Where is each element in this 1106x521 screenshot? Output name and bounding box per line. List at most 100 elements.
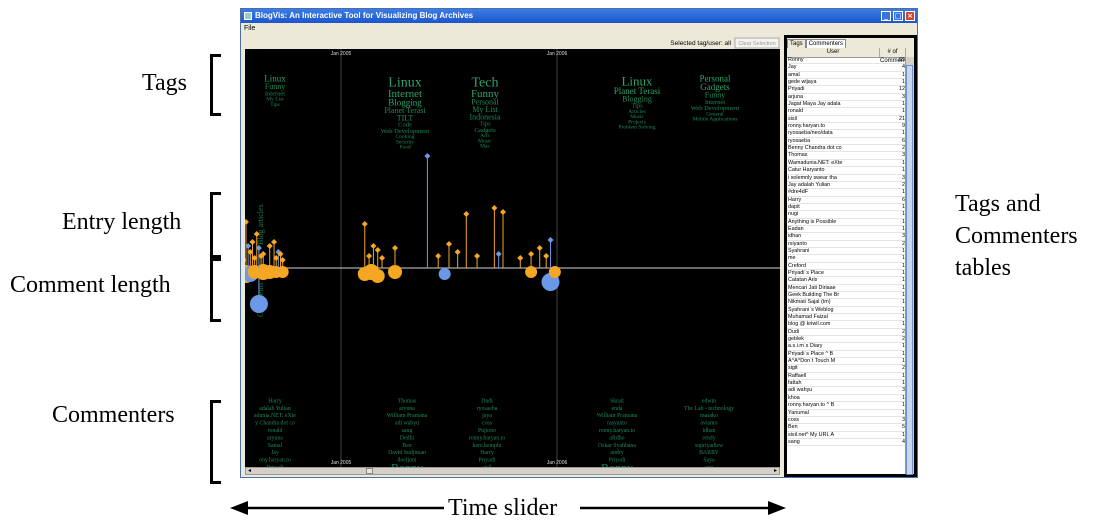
commenter-name[interactable]: William Pramana xyxy=(387,413,428,419)
table-row[interactable]: Creford 1 xyxy=(787,263,906,270)
menu-file[interactable]: File xyxy=(244,25,256,32)
comment-bubble[interactable] xyxy=(370,269,385,283)
tag-word[interactable]: Planet Terasi xyxy=(384,106,426,115)
table-row[interactable]: dapit 1 xyxy=(787,204,906,212)
table-row[interactable]: Priyadi`s Place ^ B 1 xyxy=(787,351,906,359)
article-marker[interactable] xyxy=(277,251,284,257)
commenter-name[interactable]: Oskar Syahbana xyxy=(598,443,636,449)
commenter-name[interactable]: masako xyxy=(700,413,718,419)
table-row[interactable]: me 1 xyxy=(787,255,906,263)
timeline-visualization[interactable]: Selected tag/user: all Clear Selection J… xyxy=(245,35,780,467)
commenter-name[interactable]: enda xyxy=(612,406,623,412)
article-marker[interactable] xyxy=(528,251,535,257)
article-marker[interactable] xyxy=(255,245,262,251)
table-row[interactable]: Syahrani`s Weblog 1 xyxy=(787,307,906,315)
commenter-name[interactable]: rasyanto xyxy=(607,421,627,427)
article-marker[interactable] xyxy=(435,253,442,259)
tag-word[interactable]: Blogging xyxy=(622,95,652,104)
table-row[interactable]: Mencari Jati Diriaae 1 xyxy=(787,285,906,292)
commenter-name[interactable]: Dudi xyxy=(481,398,493,404)
table-row[interactable]: ronald 1 xyxy=(787,108,906,116)
table-row[interactable]: Jay adalah Yulian 2 xyxy=(787,182,906,190)
comment-bubble[interactable] xyxy=(249,295,268,313)
table-row[interactable]: idhan 3 xyxy=(787,233,906,241)
tag-word[interactable]: Personal xyxy=(471,97,499,106)
scroll-right-icon[interactable]: ▸ xyxy=(773,468,777,474)
table-row[interactable]: blog @ kriwil.com 1 xyxy=(787,321,906,329)
tag-word[interactable]: Cooking xyxy=(396,134,415,140)
article-marker[interactable] xyxy=(474,253,481,259)
commenter-name[interactable]: adalah Yulian xyxy=(259,406,291,412)
tag-word[interactable]: Indonesia xyxy=(469,113,501,122)
table-row[interactable]: Harry 6 xyxy=(787,197,906,204)
commenter-name[interactable]: sang xyxy=(402,428,413,434)
tag-word[interactable]: Music xyxy=(478,138,492,144)
tag-word[interactable]: Gadgets xyxy=(474,127,496,134)
tag-word[interactable]: Mobile Applications xyxy=(692,117,737,123)
tag-word[interactable]: Linux xyxy=(388,75,421,90)
tag-word[interactable]: Web Development xyxy=(691,105,740,112)
clear-selection-button[interactable] xyxy=(734,37,780,49)
column-header-comments[interactable]: # of Comments xyxy=(880,48,910,64)
commenter-name[interactable]: Priyadi xyxy=(609,458,626,464)
commenter-name[interactable]: ony.haryan.to xyxy=(259,458,291,464)
commenter-name[interactable]: andry xyxy=(610,450,623,456)
tag-word[interactable]: Tech xyxy=(471,75,498,90)
article-marker[interactable] xyxy=(547,237,554,243)
tag-word[interactable]: Tips xyxy=(479,121,491,128)
tag-word[interactable]: Internet xyxy=(388,88,422,100)
commenter-name[interactable]: ronny.haryan.to xyxy=(599,428,635,434)
article-marker[interactable] xyxy=(454,249,461,255)
table-row[interactable]: ryosaeba/neo/data 1 xyxy=(787,130,906,138)
tag-word[interactable]: Internet xyxy=(705,99,725,106)
table-row[interactable]: sisil 21 xyxy=(787,116,906,124)
tag-word[interactable]: Problem Solving xyxy=(618,125,655,131)
commenter-name[interactable]: David Sudjiman xyxy=(388,450,426,456)
table-scrollbar[interactable] xyxy=(905,57,914,475)
commenter-name[interactable]: avianto xyxy=(700,421,717,427)
article-marker[interactable] xyxy=(271,239,278,245)
commenter-name[interactable]: Thomas xyxy=(398,398,417,404)
commenter-name[interactable]: sisil xyxy=(482,465,492,467)
table-row[interactable]: ryosaeba 6 xyxy=(787,138,906,146)
table-row[interactable]: Wamadunia.NET: eXte 1 xyxy=(787,160,906,168)
tag-word[interactable]: Security xyxy=(396,139,415,145)
commenter-name[interactable]: kere.kemplu xyxy=(473,443,502,449)
table-row[interactable]: i solemnly swear tha 3 xyxy=(787,175,906,182)
tag-word[interactable]: Music xyxy=(630,114,644,120)
table-row[interactable]: khoa 1 xyxy=(787,395,906,403)
commenter-name[interactable]: arie xyxy=(705,465,714,467)
tag-word[interactable]: Articles xyxy=(628,109,645,115)
tag-word[interactable]: Planet Terasi xyxy=(614,86,661,96)
commenter-name[interactable]: Dedhi xyxy=(400,435,415,441)
commenter-name[interactable]: aryuna xyxy=(399,406,415,412)
table-row[interactable]: ronny.haryan.to ^ B 1 xyxy=(787,402,906,410)
article-marker[interactable] xyxy=(366,253,373,259)
commenter-name[interactable]: BARRY xyxy=(699,450,719,456)
commenter-name[interactable]: edwin xyxy=(702,398,716,404)
time-slider-thumb[interactable] xyxy=(366,468,373,474)
table-row[interactable]: #dre4dF 1 xyxy=(787,189,906,197)
commenter-name[interactable]: Jay xyxy=(271,450,279,456)
time-slider[interactable]: ◂ ▸ xyxy=(245,467,780,475)
article-marker[interactable] xyxy=(361,221,368,227)
tag-word[interactable]: Personal xyxy=(700,74,731,84)
table-row[interactable]: Eadan 1 xyxy=(787,226,906,234)
table-row[interactable]: Nikmati Sajal (tm) 1 xyxy=(787,299,906,307)
tag-word[interactable]: Funny xyxy=(471,88,500,100)
table-row[interactable]: Priyadi 12 xyxy=(787,86,906,94)
table-row[interactable]: fattah 1 xyxy=(787,380,906,388)
commenter-name[interactable]: Ronny xyxy=(601,461,633,467)
table-row[interactable]: Dudi 2 xyxy=(787,329,906,337)
table-row[interactable]: Raffaell 1 xyxy=(787,373,906,381)
maximize-icon[interactable]: □ xyxy=(893,11,903,21)
table-row[interactable]: ronny.haryan.to 9 xyxy=(787,123,906,131)
table-row[interactable]: sang 4 xyxy=(787,439,906,447)
tag-word[interactable]: Food xyxy=(399,145,411,151)
commenter-name[interactable]: Ronny xyxy=(391,461,423,467)
tag-word[interactable]: Blogging xyxy=(388,97,422,107)
commenter-name[interactable]: Harry xyxy=(268,398,282,404)
table-row[interactable]: Ben 5 xyxy=(787,424,906,432)
article-marker[interactable] xyxy=(446,241,452,247)
commenter-name[interactable]: ronny.haryan.to xyxy=(469,435,505,441)
